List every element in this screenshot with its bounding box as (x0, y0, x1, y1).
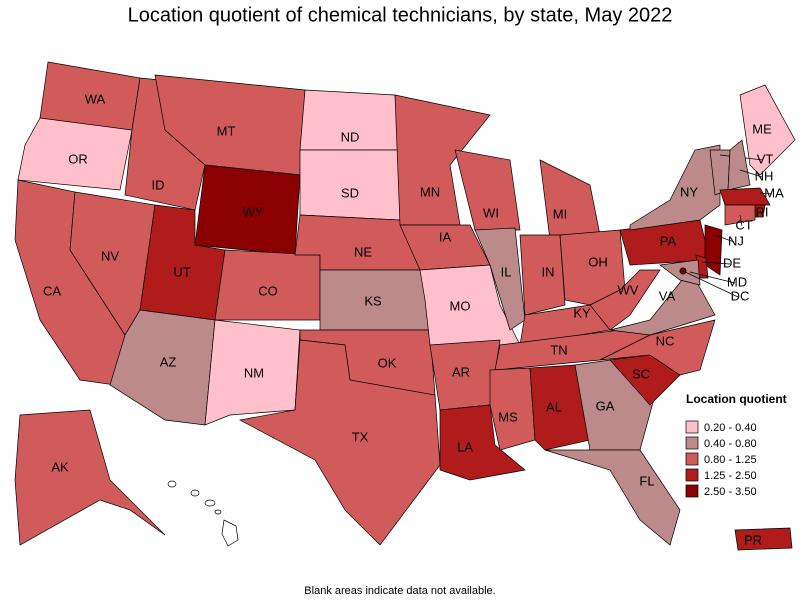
state-label: AR (452, 364, 470, 379)
state-label: NE (354, 244, 372, 259)
state-label: PR (744, 532, 762, 547)
title: Location quotient of chemical technician… (128, 4, 673, 26)
state (544, 449, 681, 546)
state-label: NY (680, 184, 698, 199)
state (629, 144, 721, 231)
state (539, 159, 601, 241)
state-label: OR (68, 151, 88, 166)
state-label: TX (352, 429, 369, 444)
state-label: CA (43, 283, 61, 298)
state-label: NM (244, 365, 264, 380)
state (609, 269, 716, 336)
state (204, 319, 301, 426)
state-label: FL (639, 473, 654, 488)
state-label: NH (755, 168, 774, 183)
state-label: KY (573, 305, 591, 320)
state (238, 339, 441, 546)
state (727, 139, 751, 191)
legend-title: Location quotient (686, 392, 787, 406)
state (719, 187, 771, 206)
state-label: ME (752, 121, 772, 136)
state-label: WV (618, 282, 639, 297)
state (734, 527, 793, 551)
state-label: MS (498, 409, 518, 424)
state-label: VA (659, 288, 676, 303)
state-label: NC (656, 333, 675, 348)
leader-line (739, 214, 743, 227)
state-label: MA (764, 185, 784, 200)
state-label: ND (341, 129, 360, 144)
legend-label: 1.25 - 2.50 (704, 470, 757, 482)
state-label: KS (364, 293, 382, 308)
state-label: NJ (728, 233, 744, 248)
state-label: DE (723, 255, 741, 270)
state-label: SD (341, 185, 359, 200)
state-label: MO (450, 298, 471, 313)
hawaii (167, 480, 239, 547)
state (589, 269, 661, 331)
state-label: TN (550, 342, 567, 357)
state-label: OK (378, 355, 397, 370)
legend-label: 0.80 - 1.25 (704, 454, 757, 466)
state-label: SC (632, 366, 650, 381)
legend-swatch (685, 452, 699, 466)
state (529, 364, 591, 451)
state-label: WI (483, 205, 499, 220)
state (474, 227, 526, 331)
state-label: WA (85, 91, 106, 106)
state-label: RI (756, 204, 769, 219)
state (704, 224, 723, 276)
state (394, 94, 491, 226)
legend-label: 0.40 - 0.80 (704, 438, 757, 450)
state-label: UT (173, 264, 190, 279)
state-label: GA (596, 398, 615, 413)
state (17, 117, 133, 191)
leader-line (701, 261, 731, 265)
state (739, 84, 796, 176)
leader-line (759, 192, 773, 195)
state (454, 149, 521, 231)
state-label: AZ (160, 354, 177, 369)
state-label: CO (258, 283, 278, 298)
legend-swatch (685, 468, 699, 482)
state (14, 409, 166, 546)
state-label: VT (757, 151, 774, 166)
state-label: MI (553, 206, 567, 221)
state-label: LA (457, 439, 473, 454)
leader-line (682, 270, 739, 298)
state-label: CT (735, 217, 752, 232)
legend-label: 0.20 - 0.40 (704, 422, 757, 434)
legend-label: 2.50 - 3.50 (704, 486, 757, 498)
state-label: OH (588, 254, 608, 269)
state-label: PA (660, 233, 677, 248)
legend-swatch (685, 420, 699, 434)
state-label: MT (217, 123, 236, 138)
state-label: NV (101, 248, 119, 263)
state-label: IL (501, 264, 512, 279)
legend-swatch (685, 436, 699, 450)
leader-line (689, 271, 736, 284)
state-label: ID (152, 177, 165, 192)
state-label: AL (546, 399, 562, 414)
state-label: IN (542, 264, 555, 279)
state-label: WY (243, 204, 264, 219)
state (489, 367, 536, 451)
state-label: AK (51, 459, 69, 474)
leader-line (714, 234, 735, 243)
legend-swatch (685, 484, 699, 498)
state (519, 234, 566, 316)
state-label: MN (420, 184, 440, 199)
state-label: MD (727, 274, 747, 289)
leader-line (739, 169, 763, 178)
state-label: DC (731, 288, 750, 303)
note: Blank areas indicate data not available. (304, 585, 495, 597)
state-label: IA (439, 229, 452, 244)
